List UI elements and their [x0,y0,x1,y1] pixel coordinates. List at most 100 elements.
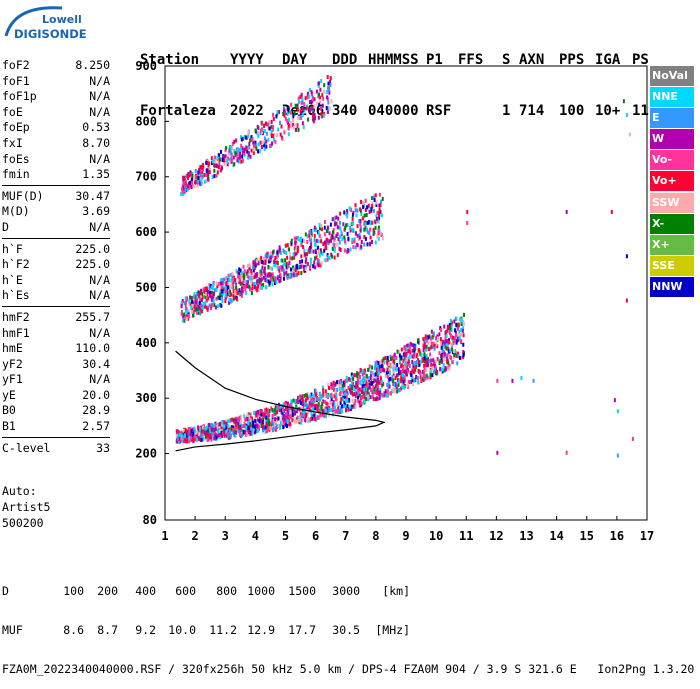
echo-point [295,127,298,132]
echo-point [241,286,244,291]
echo-point [211,295,214,300]
echo-point [339,406,342,411]
echo-point [354,231,357,236]
echo-point [406,362,409,367]
echo-point [277,127,280,132]
echo-point [250,269,253,274]
echo-point [212,428,215,433]
echo-point [374,365,377,370]
echo-point [231,282,234,287]
echo-point [316,405,319,410]
echo-point [206,433,209,438]
echo-point [419,375,422,380]
echo-point [326,402,329,407]
echo-point [339,401,342,406]
echo-point [247,275,250,280]
echo-point [210,427,213,432]
echo-point [278,416,281,421]
echo-point [372,397,375,402]
echo-point [351,392,354,397]
echo-point [194,179,197,184]
echo-point [261,260,264,265]
echo-point [396,373,399,378]
echo-point [403,375,406,380]
echo-point [249,276,252,281]
echo-point [395,355,398,360]
echo-point [294,273,297,278]
x-tick-label: 1 [161,529,168,543]
echo-point [391,389,394,394]
echo-point [256,131,259,136]
echo-point [268,120,271,125]
echo-point [213,168,216,173]
echo-point [229,417,232,422]
echo-point [264,278,267,283]
echo-point [363,234,366,239]
param-name: hmF1 [2,325,30,340]
echo-point [455,316,458,321]
echo-point [192,183,195,188]
echo-point [388,371,391,376]
echo-point [349,377,352,382]
echo-point [181,298,184,303]
echo-point [357,391,360,396]
echo-point [411,379,414,384]
echo-point [317,83,320,88]
echo-point [273,259,276,264]
echo-point [305,257,308,262]
echo-point [411,343,414,348]
echo-point [258,279,261,284]
echo-point [396,362,399,367]
echo-point [444,331,447,336]
echo-point [186,184,189,189]
echo-point [345,212,348,217]
echo-point [293,267,296,272]
echo-point [420,377,423,382]
echo-point [184,301,187,306]
echo-point [451,347,454,352]
echo-point [353,239,356,244]
echo-point [444,339,447,344]
echo-point [390,377,393,382]
legend-item-x: X+ [650,234,694,255]
echo-point [424,335,427,340]
echo-point [449,318,452,323]
header-label-6: FFS [458,52,484,68]
echo-point [327,241,330,246]
echo-point [249,418,252,423]
echo-point [315,101,318,106]
echo-point [263,147,266,152]
echo-point [215,287,218,292]
echo-point [355,384,358,389]
echo-point [207,163,210,168]
header-label-2: DAY [282,52,308,68]
echo-point [286,409,289,414]
echo-point [366,205,369,210]
y-tick-label: 300 [135,391,157,405]
echo-point [379,367,382,372]
echo-point [461,328,464,333]
echo-point [411,354,414,359]
echo-point [194,168,197,173]
echo-point [403,351,406,356]
echo-point [532,378,535,383]
param-name: fmin [2,167,30,182]
echo-point [183,312,186,317]
echo-point [297,400,300,405]
echo-point [359,228,362,233]
echo-point [252,150,255,155]
echo-point [418,360,421,365]
echo-point [429,375,432,380]
echo-point [245,283,248,288]
echo-point [348,387,351,392]
echo-point [225,421,228,426]
echo-point [404,356,407,361]
echo-point [316,391,319,396]
echo-point [289,422,292,427]
echo-point [282,424,285,429]
echo-point [287,117,290,122]
echo-point [448,366,451,371]
echo-point [239,147,242,152]
echo-point [265,139,268,144]
param-name: foEs [2,151,30,166]
